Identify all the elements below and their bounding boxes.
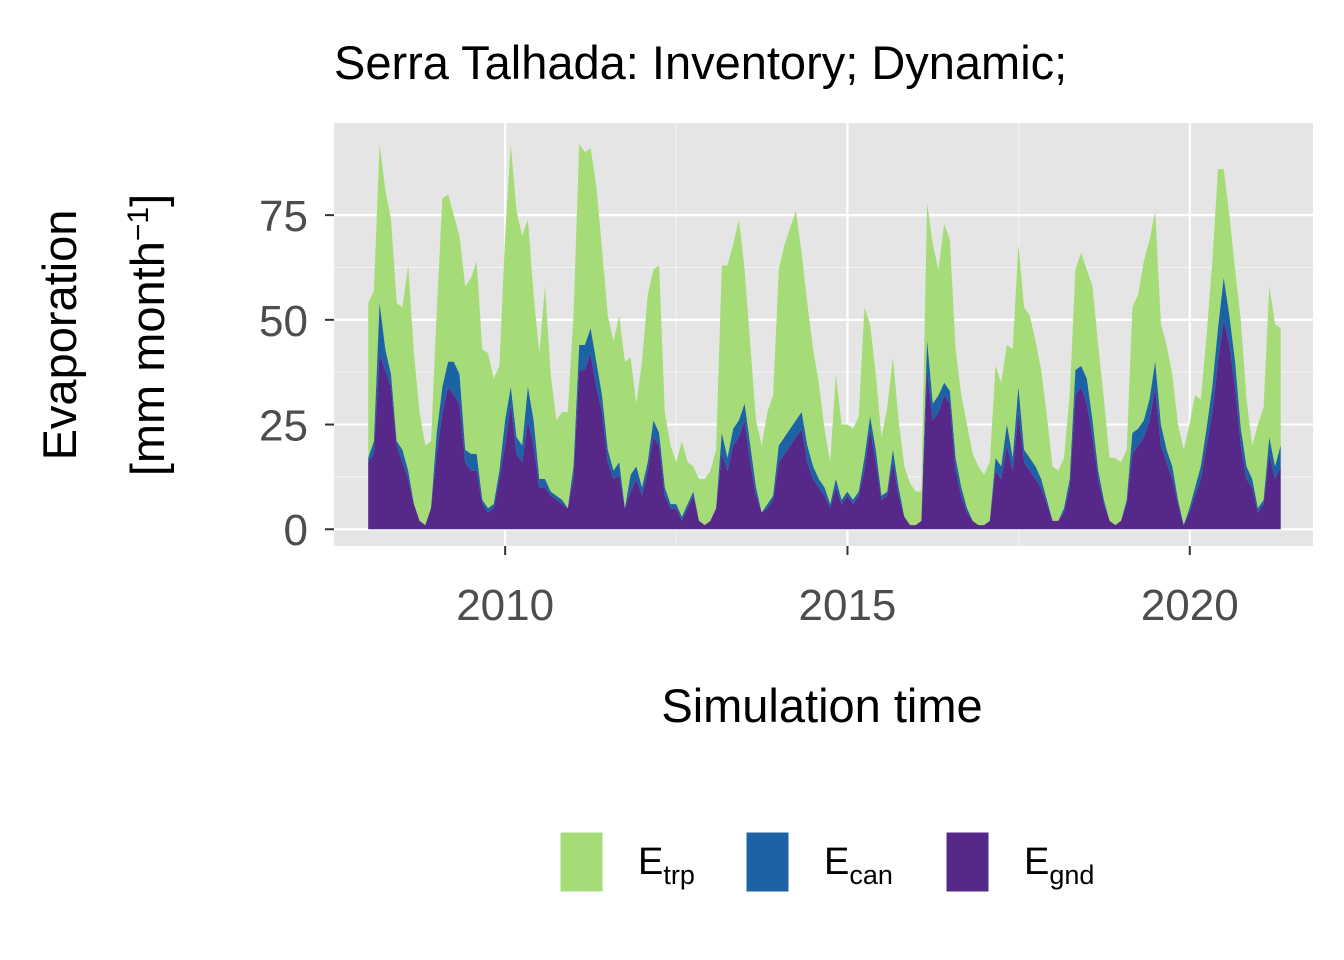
y-tick-label: 50 [259,297,308,346]
legend: Etrp Ecan Egnd [559,831,1094,893]
area-series-Egnd [368,319,1281,530]
y-axis-ticks: 0 25 50 75 [259,192,334,555]
y-tick-label: 0 [284,506,308,555]
legend-item-Etrp: Etrp [559,831,695,893]
x-tick-label: 2015 [799,581,897,630]
y-axis-title-line2: [mm month−1] [121,194,174,476]
x-tick-label: 2010 [456,581,554,630]
x-axis-ticks: 2010 2015 2020 [456,546,1239,630]
legend-swatch [559,831,604,893]
y-axis-title: Evaporation [mm month−1] [33,194,174,476]
legend-label-main: E [1024,841,1049,883]
y-axis-unit-exponent: −1 [122,207,155,241]
legend-item-Egnd: Egnd [945,831,1094,893]
x-tick-label: 2020 [1141,581,1239,630]
legend-label-subscript: gnd [1049,860,1094,890]
chart-title: Serra Talhada: Inventory; Dynamic; [334,36,1067,89]
x-axis-title: Simulation time [661,679,982,732]
y-tick-label: 75 [259,192,308,241]
plot-panel [333,123,1313,546]
y-axis-unit-close: ] [121,194,174,207]
legend-label: Etrp [638,841,695,890]
legend-label-main: E [638,841,663,883]
legend-swatch [945,831,990,893]
area-series-Etrp [368,143,1281,526]
legend-label-subscript: trp [663,860,695,890]
legend-label-subscript: can [849,860,893,890]
legend-label: Egnd [1024,841,1094,890]
y-tick-label: 25 [259,402,308,451]
legend-item-Ecan: Ecan [745,831,893,893]
legend-label: Ecan [824,841,893,890]
legend-swatch [745,831,790,893]
y-axis-title-line1: Evaporation [33,210,86,461]
y-axis-unit-text: [mm month [121,241,174,476]
legend-label-main: E [824,841,849,883]
